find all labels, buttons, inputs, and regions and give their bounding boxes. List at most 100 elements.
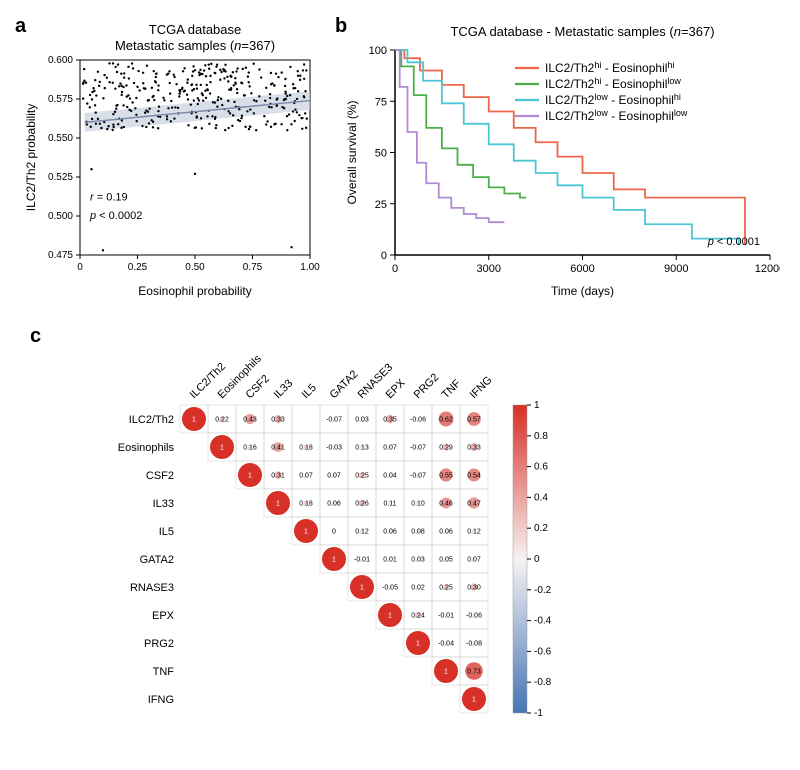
svg-text:0.30: 0.30 — [467, 585, 481, 592]
svg-text:0.57: 0.57 — [467, 417, 481, 424]
svg-text:0.03: 0.03 — [355, 417, 369, 424]
svg-text:1: 1 — [444, 669, 448, 676]
svg-text:100: 100 — [369, 45, 387, 57]
svg-text:0.05: 0.05 — [439, 557, 453, 564]
svg-text:0.600: 0.600 — [48, 55, 73, 66]
svg-text:-0.07: -0.07 — [326, 417, 342, 424]
svg-text:6000: 6000 — [570, 263, 594, 275]
svg-text:0.12: 0.12 — [355, 529, 369, 536]
svg-text:EPX: EPX — [152, 610, 175, 622]
svg-text:PRG2: PRG2 — [144, 638, 174, 650]
svg-text:ILC2/Th2low - Eosinophillow: ILC2/Th2low - Eosinophillow — [545, 108, 688, 123]
svg-text:0.06: 0.06 — [327, 501, 341, 508]
svg-text:0.29: 0.29 — [439, 445, 453, 452]
svg-text:0.54: 0.54 — [467, 473, 481, 480]
svg-text:0.01: 0.01 — [383, 557, 397, 564]
svg-text:-0.06: -0.06 — [410, 417, 426, 424]
svg-text:50: 50 — [375, 148, 387, 160]
panel-c: c ILC2/Th2EosinophilsCSF2IL33IL5GATA2RNA… — [80, 330, 680, 750]
svg-text:0.62: 0.62 — [439, 417, 453, 424]
svg-text:1: 1 — [388, 613, 392, 620]
svg-text:0.75: 0.75 — [243, 262, 263, 273]
svg-text:0: 0 — [332, 529, 336, 536]
svg-text:GATA2: GATA2 — [328, 368, 361, 401]
svg-text:ILC2/Th2low - Eosinophilhi: ILC2/Th2low - Eosinophilhi — [545, 92, 681, 107]
svg-text:-0.06: -0.06 — [466, 613, 482, 620]
svg-text:0.43: 0.43 — [243, 417, 257, 424]
svg-text:0.35: 0.35 — [383, 417, 397, 424]
svg-text:-0.08: -0.08 — [466, 641, 482, 648]
svg-text:3000: 3000 — [477, 263, 501, 275]
svg-text:-0.07: -0.07 — [410, 445, 426, 452]
svg-text:0.525: 0.525 — [48, 172, 73, 183]
svg-text:1: 1 — [248, 473, 252, 480]
panel-a: a TCGA databaseMetastatic samples (n=367… — [20, 20, 320, 300]
svg-text:IL33: IL33 — [153, 498, 174, 510]
svg-text:0.4: 0.4 — [534, 492, 548, 503]
scatter-plot: TCGA databaseMetastatic samples (n=367) 0… — [20, 20, 320, 300]
svg-text:0.03: 0.03 — [411, 557, 425, 564]
svg-text:1: 1 — [304, 529, 308, 536]
svg-text:-0.03: -0.03 — [326, 445, 342, 452]
svg-text:ILC2/Th2: ILC2/Th2 — [129, 414, 174, 426]
svg-text:0.47: 0.47 — [467, 501, 481, 508]
svg-text:0.10: 0.10 — [411, 501, 425, 508]
svg-text:0.6: 0.6 — [534, 462, 548, 473]
svg-text:RNASE3: RNASE3 — [130, 582, 174, 594]
svg-text:ILC2/Th2 probability: ILC2/Th2 probability — [24, 104, 38, 211]
svg-text:0.12: 0.12 — [467, 529, 481, 536]
svg-text:0.550: 0.550 — [48, 133, 73, 144]
svg-text:0: 0 — [534, 554, 540, 565]
svg-text:0.18: 0.18 — [299, 445, 313, 452]
svg-text:0.475: 0.475 — [48, 250, 73, 261]
svg-text:0.13: 0.13 — [355, 445, 369, 452]
svg-text:0.08: 0.08 — [411, 529, 425, 536]
svg-text:r = 0.19: r = 0.19 — [90, 191, 128, 203]
svg-text:1: 1 — [332, 557, 336, 564]
svg-text:0.2: 0.2 — [534, 523, 548, 534]
svg-text:Eosinophils: Eosinophils — [118, 442, 175, 454]
svg-text:25: 25 — [375, 199, 387, 211]
svg-text:GATA2: GATA2 — [140, 554, 174, 566]
svg-text:-0.01: -0.01 — [354, 557, 370, 564]
svg-text:0.25: 0.25 — [128, 262, 148, 273]
svg-text:0: 0 — [392, 263, 398, 275]
svg-text:-0.01: -0.01 — [438, 613, 454, 620]
svg-text:75: 75 — [375, 96, 387, 108]
svg-text:0.02: 0.02 — [411, 585, 425, 592]
svg-text:IL5: IL5 — [300, 382, 319, 401]
svg-text:0.25: 0.25 — [355, 473, 369, 480]
svg-text:IL33: IL33 — [272, 377, 296, 401]
svg-text:0.500: 0.500 — [48, 211, 73, 222]
svg-text:Time (days): Time (days) — [551, 284, 614, 298]
svg-text:0.8: 0.8 — [534, 431, 548, 442]
svg-text:ILC2/Th2hi - Eosinophilhi: ILC2/Th2hi - Eosinophilhi — [545, 60, 674, 75]
panel-b: b TCGA database - Metastatic samples (n=… — [340, 20, 780, 300]
svg-text:0.26: 0.26 — [355, 501, 369, 508]
svg-text:0.04: 0.04 — [383, 473, 397, 480]
svg-text:0.31: 0.31 — [271, 473, 285, 480]
svg-text:-0.2: -0.2 — [534, 585, 552, 596]
panel-a-label: a — [15, 15, 26, 38]
svg-text:1: 1 — [534, 400, 540, 411]
svg-text:0.33: 0.33 — [467, 445, 481, 452]
correlation-matrix: ILC2/Th2EosinophilsCSF2IL33IL5GATA2RNASE… — [80, 330, 680, 750]
panel-b-label: b — [335, 15, 347, 38]
svg-text:0.73: 0.73 — [467, 669, 481, 676]
svg-text:1: 1 — [416, 641, 420, 648]
svg-text:TCGA database - Metastatic sam: TCGA database - Metastatic samples (n=36… — [450, 24, 714, 39]
svg-text:12000: 12000 — [755, 263, 780, 275]
svg-text:TCGA database: TCGA database — [149, 22, 242, 37]
svg-text:0.575: 0.575 — [48, 94, 73, 105]
svg-text:-0.6: -0.6 — [534, 646, 552, 657]
svg-text:0: 0 — [77, 262, 83, 273]
svg-text:0.06: 0.06 — [439, 529, 453, 536]
svg-text:IFNG: IFNG — [148, 694, 174, 706]
svg-text:9000: 9000 — [664, 263, 688, 275]
svg-text:0.50: 0.50 — [185, 262, 205, 273]
svg-text:-1: -1 — [534, 708, 543, 719]
svg-text:0.07: 0.07 — [327, 473, 341, 480]
svg-text:Metastatic samples (n=367): Metastatic samples (n=367) — [115, 38, 275, 53]
svg-text:0.24: 0.24 — [411, 613, 425, 620]
svg-text:1: 1 — [192, 417, 196, 424]
